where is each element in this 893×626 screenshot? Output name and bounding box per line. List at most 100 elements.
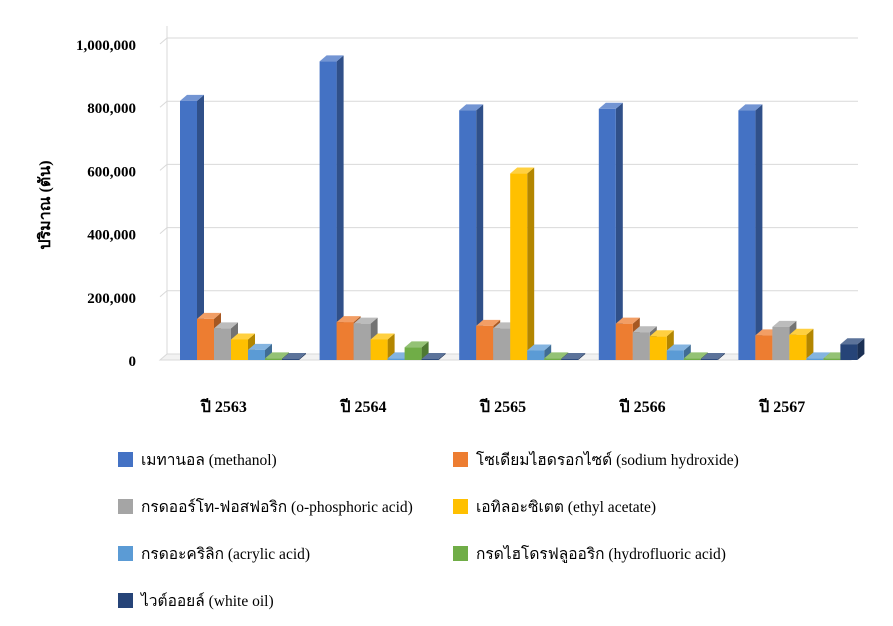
- bar-top: [319, 55, 344, 62]
- bar-front: [231, 339, 248, 360]
- legend-label: กรดอะคริลิก (acrylic acid): [141, 545, 311, 563]
- bar-front: [772, 326, 790, 360]
- bar: [738, 104, 763, 360]
- bar: [666, 344, 691, 360]
- axes: 0 200,000 400,000 600,000 800,000 1,000,000 ปร…: [36, 38, 805, 416]
- bar-top: [527, 344, 552, 351]
- bar-side: [476, 104, 484, 360]
- bar: [370, 333, 395, 360]
- bar-front: [197, 318, 214, 360]
- legend-swatch: [118, 592, 133, 608]
- bar-top: [840, 338, 865, 345]
- legend-swatch: [118, 545, 133, 561]
- bar-front: [336, 322, 354, 360]
- bar-front: [510, 173, 528, 360]
- bar-side: [265, 343, 272, 360]
- y-tick-label: 200,000: [87, 291, 136, 307]
- bar-front: [649, 336, 667, 360]
- gridline-side: [159, 37, 168, 45]
- legend-label: เอทิลอะซิเตต (ethyl acetate): [476, 498, 656, 516]
- bar: [459, 104, 484, 360]
- bar: [510, 167, 535, 360]
- bar-side: [544, 344, 552, 360]
- legend-item: ไวต์ออยล์ (white oil): [118, 588, 453, 612]
- bar-front: [248, 349, 265, 360]
- bar-top: [180, 94, 204, 101]
- bar-front: [370, 339, 388, 360]
- bar: [282, 353, 306, 360]
- bar-side: [387, 333, 395, 360]
- bar-top: [598, 102, 623, 109]
- legend-item: กรดอะคริลิก (acrylic acid): [118, 541, 453, 565]
- bar-top: [544, 352, 569, 359]
- bar-top: [561, 353, 586, 360]
- bar-side: [197, 94, 204, 360]
- legend-label: โซเดียมไฮดรอกไซด์ (sodium hydroxide): [476, 451, 739, 469]
- bar-top: [806, 352, 831, 359]
- legend-swatch: [118, 498, 133, 514]
- bar-front: [353, 323, 371, 360]
- legend-swatch: [118, 451, 133, 467]
- legend-item: เมทานอล (methanol): [118, 447, 453, 471]
- x-tick-label: ปี 2566: [618, 397, 666, 416]
- bar-side: [615, 102, 623, 360]
- bar-front: [789, 334, 807, 360]
- bar-front: [265, 358, 282, 360]
- bar-front: [598, 108, 616, 360]
- bar-top: [353, 317, 378, 324]
- bar-side: [857, 338, 865, 360]
- gridline-side: [159, 227, 168, 234]
- y-tick-label: 0: [129, 354, 137, 370]
- legend-swatch: [453, 451, 468, 467]
- bar-front: [476, 325, 494, 360]
- bar-front: [755, 335, 773, 360]
- bar-top: [615, 317, 640, 324]
- bar-front: [823, 358, 841, 360]
- bar-side: [806, 328, 814, 360]
- bar: [404, 341, 429, 360]
- gridline-side: [159, 100, 168, 108]
- bar-top: [649, 330, 674, 337]
- bar-front: [282, 359, 299, 360]
- gridline-side: [159, 290, 168, 298]
- bar-front: [700, 359, 718, 360]
- bar-top: [370, 333, 395, 340]
- bar-front: [493, 328, 511, 360]
- bar-top: [336, 316, 361, 323]
- bar: [561, 353, 586, 360]
- bar-top: [683, 352, 708, 359]
- bar-top: [666, 344, 691, 351]
- y-axis-title: ปริมาณ (ตัน): [36, 160, 54, 249]
- legend-item: เอทิลอะซิเตต (ethyl acetate): [453, 494, 818, 518]
- bar: [421, 353, 446, 360]
- legend: เมทานอล (methanol) โซเดียมไฮดรอกไซด์ (sod…: [118, 447, 818, 612]
- bar: [248, 343, 272, 360]
- bar-front: [387, 358, 405, 360]
- bar-side: [527, 167, 535, 360]
- x-tick-label: ปี 2567: [758, 397, 806, 416]
- bar-front: [632, 332, 650, 360]
- legend-item: โซเดียมไฮดรอกไซด์ (sodium hydroxide): [453, 447, 818, 471]
- bar-front: [421, 359, 439, 360]
- bar-top: [231, 333, 255, 340]
- bar: [789, 328, 814, 360]
- bar-top: [632, 326, 657, 333]
- bar-top: [738, 104, 763, 111]
- gridline-side: [159, 164, 168, 171]
- bar-front: [666, 350, 684, 360]
- bar-side: [683, 344, 691, 360]
- bar-series-group: [180, 55, 865, 360]
- x-tick-label: ปี 2563: [199, 397, 247, 416]
- bar: [180, 94, 204, 360]
- x-tick-label: ปี 2565: [479, 397, 527, 416]
- bar-side: [755, 104, 763, 360]
- bar-side: [438, 353, 446, 360]
- bar-front: [180, 100, 197, 360]
- bar-top: [459, 104, 484, 111]
- bar-side: [299, 353, 306, 360]
- y-tick-label: 800,000: [87, 101, 136, 117]
- legend-label: ไวต์ออยล์ (white oil): [141, 592, 274, 610]
- bar-front: [615, 323, 633, 360]
- bar-front: [319, 61, 337, 360]
- legend-swatch: [453, 498, 468, 514]
